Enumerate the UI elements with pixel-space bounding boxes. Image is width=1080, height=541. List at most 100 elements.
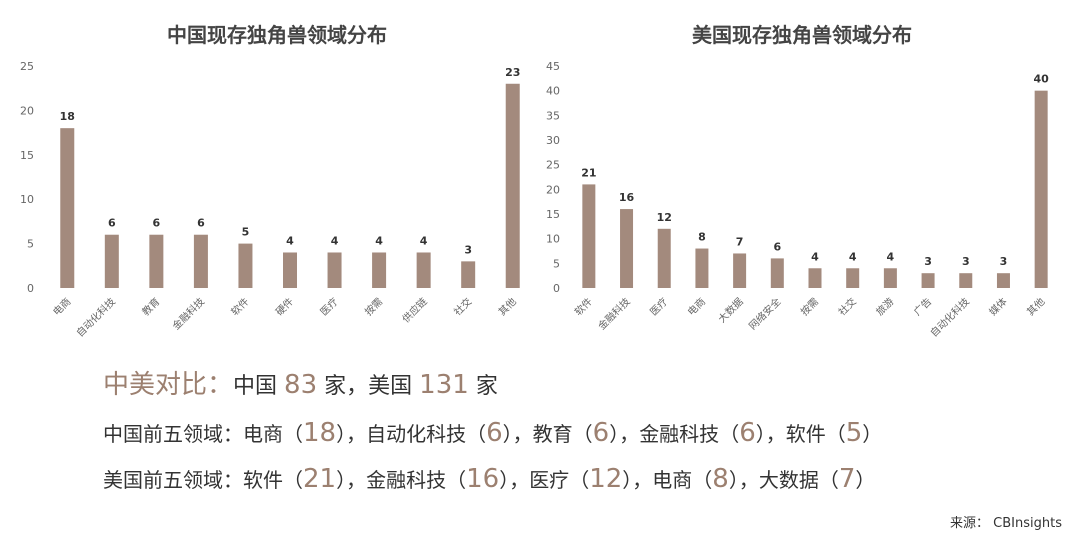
bar	[695, 248, 709, 288]
y-tick-label: 40	[546, 85, 560, 98]
y-tick-label: 35	[546, 109, 560, 122]
cn-top5-item-value: 6	[486, 418, 503, 448]
chart-title: 中国现存独角兽领域分布	[167, 23, 387, 47]
category-label: 电商	[50, 295, 73, 318]
data-label: 6	[108, 217, 116, 230]
data-label: 8	[698, 231, 706, 244]
data-label: 3	[924, 255, 932, 268]
category-label: 社交	[451, 295, 474, 318]
category-label: 医疗	[647, 295, 670, 318]
cn-top5-item-name: 金融科技	[639, 422, 720, 446]
data-label: 16	[619, 191, 635, 204]
bar	[327, 252, 342, 288]
cn-top5-paren-open: （	[719, 422, 740, 446]
us-unicorn-chart: 美国现存独角兽领域分布 0 5 10 15 20 25 30 35 40 45 21 软件 16 金融科技 1…	[540, 0, 1080, 370]
us-top5-item-value: 12	[589, 464, 623, 494]
data-label: 23	[505, 66, 520, 79]
cn-top5-paren-open: （	[825, 422, 846, 446]
cn-top5-paren-open: （	[572, 422, 593, 446]
cn-count: 83	[284, 370, 318, 400]
us-top5-item-name: 软件	[243, 468, 283, 492]
bar	[461, 261, 476, 288]
data-label: 6	[153, 217, 161, 230]
bar	[846, 268, 860, 288]
bar	[808, 268, 822, 288]
category-label: 软件	[572, 295, 595, 318]
cn-top5-paren-close: ）	[755, 422, 766, 446]
cn-top5-separator: ，	[346, 422, 367, 446]
y-tick-label: 15	[20, 149, 34, 162]
y-tick-label: 45	[546, 60, 560, 73]
cn-top5-paren-open: （	[283, 422, 303, 446]
bar	[505, 83, 520, 288]
data-label: 3	[962, 255, 970, 268]
us-top5-paren-close: ）	[728, 468, 739, 492]
chart-title: 美国现存独角兽领域分布	[692, 23, 912, 47]
category-label: 软件	[228, 295, 251, 318]
data-label: 4	[331, 234, 339, 247]
us-top5-paren-open: （	[818, 468, 839, 492]
cn-top5-item-value: 18	[303, 418, 337, 448]
comparison-line: 中美对比：中国 83 家，美国 131 家	[103, 364, 498, 401]
us-count: 131	[419, 370, 469, 400]
us-top5-paren-close: ）	[855, 468, 876, 492]
y-tick-label: 20	[546, 183, 560, 196]
y-tick-label: 10	[20, 193, 34, 206]
cn-top5-item-value: 6	[592, 418, 610, 448]
data-label: 7	[736, 235, 744, 248]
us-top5-separator: ，	[346, 468, 367, 492]
y-tick-label: 5	[27, 238, 34, 251]
category-label: 其他	[496, 295, 519, 318]
bar	[104, 234, 119, 288]
cn-top5-item-value: 6	[739, 418, 756, 448]
category-label: 网络安全	[746, 295, 783, 332]
bar	[1034, 90, 1048, 289]
data-label: 18	[60, 110, 75, 123]
y-tick-label: 0	[27, 282, 34, 295]
bar	[283, 252, 297, 288]
data-label: 6	[197, 217, 205, 230]
y-tick-label: 20	[20, 104, 34, 117]
bar	[733, 253, 747, 288]
bar	[582, 184, 596, 288]
data-label: 4	[375, 234, 383, 247]
us-top5-line: 美国前五领域：软件（21），金融科技（16），医疗（12），电商（8），大数据（…	[103, 464, 875, 494]
category-label: 大数据	[715, 295, 745, 325]
source-note: 来源： CBInsights	[950, 516, 1062, 531]
bar	[657, 228, 671, 288]
us-top5-item-value: 8	[712, 464, 729, 494]
us-top5-item-value: 16	[466, 464, 500, 494]
category-label: 电商	[685, 295, 708, 318]
bar	[883, 268, 897, 288]
category-label: 硬件	[273, 296, 296, 319]
bar	[770, 258, 784, 288]
y-tick-label: 25	[20, 60, 34, 73]
data-label: 4	[811, 250, 819, 263]
data-label: 40	[1033, 73, 1049, 86]
category-label: 金融科技	[170, 295, 207, 332]
data-label: 21	[581, 166, 596, 179]
us-top5-separator: ，	[738, 468, 759, 492]
us-top5-paren-close: ）	[499, 468, 510, 492]
cn-label: 中国	[233, 374, 278, 399]
cn-top5-paren-close: ）	[336, 422, 347, 446]
chart-svg: 中国现存独角兽领域分布 0 5 10 15 20 25 18 电商 6 自动化科技 6 教育 6 金融科技 5…	[20, 23, 520, 340]
cn-top5-paren-close: ）	[502, 422, 513, 446]
cn-top5-line: 中国前五领域：电商（18），自动化科技（6），教育（6），金融科技（6），软件（…	[103, 418, 882, 448]
us-top5-paren-open: （	[283, 468, 303, 492]
chart-svg: 美国现存独角兽领域分布 0 5 10 15 20 25 30 35 40 45 21 软件 16 金融科技 1…	[546, 23, 1049, 339]
bar	[238, 243, 253, 288]
cn-top5-item-value: 5	[845, 418, 863, 448]
cn-top5-paren-open: （	[466, 422, 487, 446]
comparison-heading: 中美对比：	[103, 370, 234, 400]
data-label: 4	[420, 234, 428, 247]
us-top5-paren-open: （	[446, 468, 467, 492]
china-unicorn-chart: 中国现存独角兽领域分布 0 5 10 15 20 25 18 电商 6 自动化科技 6 教育 6 金融科技 5…	[0, 0, 540, 370]
us-top5-item-name: 医疗	[529, 468, 570, 492]
category-label: 金融科技	[595, 295, 632, 332]
category-label: 医疗	[317, 295, 340, 318]
bar	[372, 252, 387, 288]
category-label: 自动化科技	[73, 295, 118, 340]
data-label: 4	[286, 234, 294, 247]
us-top5-item-name: 金融科技	[366, 468, 447, 492]
